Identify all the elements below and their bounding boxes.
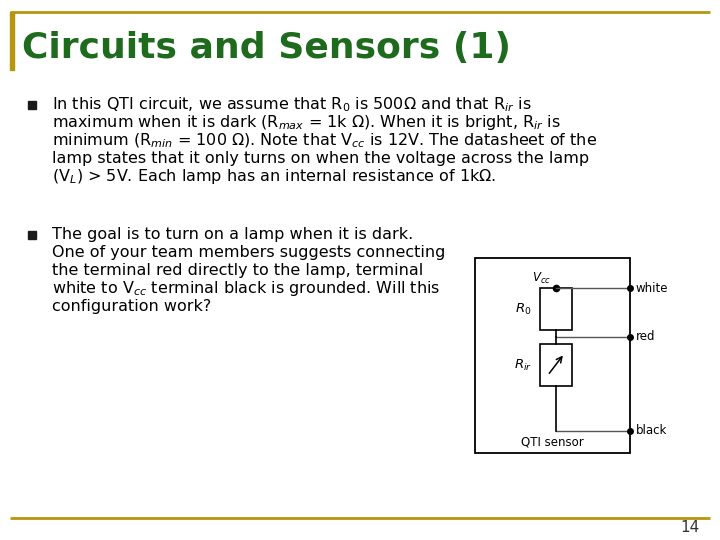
Text: white to V$_{cc}$ terminal black is grounded. Will this: white to V$_{cc}$ terminal black is grou… xyxy=(52,280,441,299)
Text: the terminal red directly to the lamp, terminal: the terminal red directly to the lamp, t… xyxy=(52,264,423,279)
Text: 14: 14 xyxy=(680,521,700,536)
Text: Circuits and Sensors (1): Circuits and Sensors (1) xyxy=(22,31,511,65)
Bar xyxy=(475,258,630,453)
Text: $R_{ir}$: $R_{ir}$ xyxy=(513,357,531,373)
Text: maximum when it is dark (R$_{max}$ = 1k $\Omega$). When it is bright, R$_{ir}$ i: maximum when it is dark (R$_{max}$ = 1k … xyxy=(52,113,561,132)
Text: (V$_L$) > 5V. Each lamp has an internal resistance of 1k$\Omega$.: (V$_L$) > 5V. Each lamp has an internal … xyxy=(52,167,496,186)
Text: $V_{cc}$: $V_{cc}$ xyxy=(532,271,551,286)
Bar xyxy=(539,288,572,330)
Text: $R_0$: $R_0$ xyxy=(515,301,531,316)
Bar xyxy=(10,12,14,70)
Text: In this QTI circuit, we assume that R$_0$ is 500$\Omega$ and that R$_{ir}$ is: In this QTI circuit, we assume that R$_0… xyxy=(52,96,531,114)
Bar xyxy=(539,344,572,386)
Text: configuration work?: configuration work? xyxy=(52,300,211,314)
Text: minimum (R$_{min}$ = 100 $\Omega$). Note that V$_{cc}$ is 12V. The datasheet of : minimum (R$_{min}$ = 100 $\Omega$). Note… xyxy=(52,132,597,150)
Text: One of your team members suggests connecting: One of your team members suggests connec… xyxy=(52,246,446,260)
Text: lamp states that it only turns on when the voltage across the lamp: lamp states that it only turns on when t… xyxy=(52,152,589,166)
Text: The goal is to turn on a lamp when it is dark.: The goal is to turn on a lamp when it is… xyxy=(52,227,413,242)
Text: black: black xyxy=(636,424,667,437)
Text: white: white xyxy=(636,281,668,294)
Text: QTI sensor: QTI sensor xyxy=(521,435,584,449)
Text: red: red xyxy=(636,330,655,343)
